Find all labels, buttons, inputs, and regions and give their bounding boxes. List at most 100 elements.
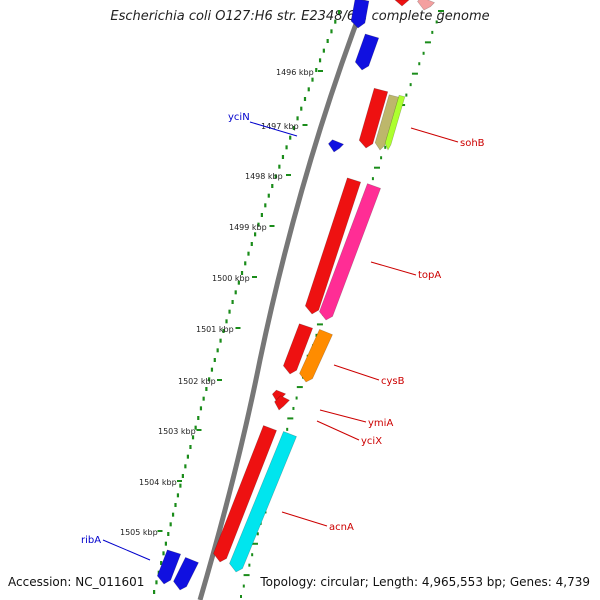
tick-label: 1499 kbp (229, 223, 267, 232)
feature-forward (173, 557, 199, 591)
feature-reverse (213, 425, 277, 563)
tick-dot (181, 474, 184, 478)
feature-ribA (156, 549, 182, 585)
leader-line (102, 539, 151, 561)
tick-dot (311, 77, 314, 82)
outer-dot (431, 30, 434, 34)
tick-dot (199, 406, 203, 411)
outer-tick (316, 323, 323, 326)
tick-dot (244, 261, 247, 266)
tick-dot (186, 454, 189, 459)
gene-label-sohB: sohB (460, 138, 485, 149)
leader-line (281, 511, 328, 527)
gene-label-cysB: cysB (381, 376, 405, 387)
tick-dot (162, 551, 165, 556)
tick-dot (153, 590, 156, 594)
tick-dot (164, 541, 167, 546)
outer-dot (371, 177, 374, 181)
tick-mark (196, 429, 202, 431)
gene-label-yciX: yciX (361, 436, 382, 447)
tick-label: 1496 kbp (276, 68, 314, 77)
leader-line (370, 261, 417, 276)
feature-reverse (358, 87, 389, 149)
tick-dot (338, 10, 341, 14)
leader-lines (102, 121, 459, 561)
tick-mark (286, 174, 291, 176)
tick-dot (271, 184, 274, 188)
tick-label: 1498 kbp (245, 172, 283, 181)
tick-label: 1501 kbp (196, 325, 234, 334)
tick-label: 1505 kbp (120, 528, 158, 537)
tick-labels: 1496 kbp 1497 kbp 1498 kbp 1499 kbp 1500 kbp… (120, 68, 323, 537)
outer-tick (251, 542, 258, 545)
outer-dot (409, 83, 412, 87)
leader-line (333, 364, 380, 381)
feature-forward (354, 33, 380, 71)
feature-reverse (304, 177, 362, 315)
outer-dot (256, 532, 259, 536)
tick-dot (326, 39, 329, 43)
tick-dot (231, 300, 234, 304)
tick-dot (222, 329, 225, 333)
outer-dot (248, 563, 251, 567)
tick-dot (247, 251, 250, 256)
tick-dot (267, 193, 270, 198)
tick-dot (254, 232, 257, 237)
feature-forward (350, 0, 370, 29)
tick-dot (322, 48, 325, 53)
tick-dot (274, 174, 277, 179)
map-title: Escherichia coli O127:H6 str. E2348/69, … (110, 9, 490, 24)
outer-dot (286, 427, 289, 431)
feature-reverse (417, 0, 436, 11)
tick-dot (285, 145, 288, 150)
outer-dot (251, 553, 254, 557)
tick-dot (176, 493, 180, 498)
feature-sohB-a (374, 94, 400, 151)
feature-yciX (274, 395, 290, 411)
leader-line (316, 420, 360, 441)
outer-tick (411, 72, 418, 75)
tick-label: 1504 kbp (139, 478, 177, 487)
outer-dot (384, 145, 387, 149)
tick-dot (216, 348, 219, 353)
gene-label-ribA: ribA (81, 535, 101, 546)
tick-dot (208, 377, 211, 382)
tick-dot (194, 425, 197, 430)
gene-label-ymiA: ymiA (368, 418, 393, 429)
leader-line (249, 121, 298, 137)
tick-dot (289, 135, 292, 140)
tick-mark (302, 124, 308, 126)
outer-tick (287, 417, 294, 420)
tick-dot (219, 338, 222, 343)
outer-dot (380, 156, 383, 160)
tick-dot (225, 319, 228, 324)
outer-dot (315, 333, 318, 337)
tick-mark (177, 480, 182, 482)
outer-tick (296, 386, 303, 389)
gene-label-acnA: acnA (329, 522, 354, 533)
outer-tick (373, 166, 380, 169)
tick-dot (334, 19, 337, 24)
outer-tick (243, 574, 250, 577)
feature-acnA (229, 431, 297, 573)
tick-dot (300, 106, 303, 111)
tick-dot (213, 358, 216, 362)
backbone-arc (197, 0, 368, 600)
outer-dot (435, 20, 438, 24)
tick-dot (250, 242, 253, 246)
gene-labels: yciN sohB topA cysB ymiA yciX acnA ribA (81, 112, 485, 546)
feature-reverse (283, 323, 314, 375)
tick-dot (202, 396, 205, 401)
tick-dot (167, 532, 170, 536)
feature-topA (319, 183, 381, 321)
tick-label: 1497 kbp (261, 122, 299, 131)
tick-dot (191, 435, 195, 440)
tick-dot (240, 271, 244, 275)
outer-tick (424, 41, 431, 44)
feature-sohB-b (384, 94, 406, 151)
outer-dot (240, 595, 242, 598)
feature-reverse (394, 0, 410, 7)
tick-dot (189, 445, 192, 449)
tick-dot (281, 155, 285, 159)
